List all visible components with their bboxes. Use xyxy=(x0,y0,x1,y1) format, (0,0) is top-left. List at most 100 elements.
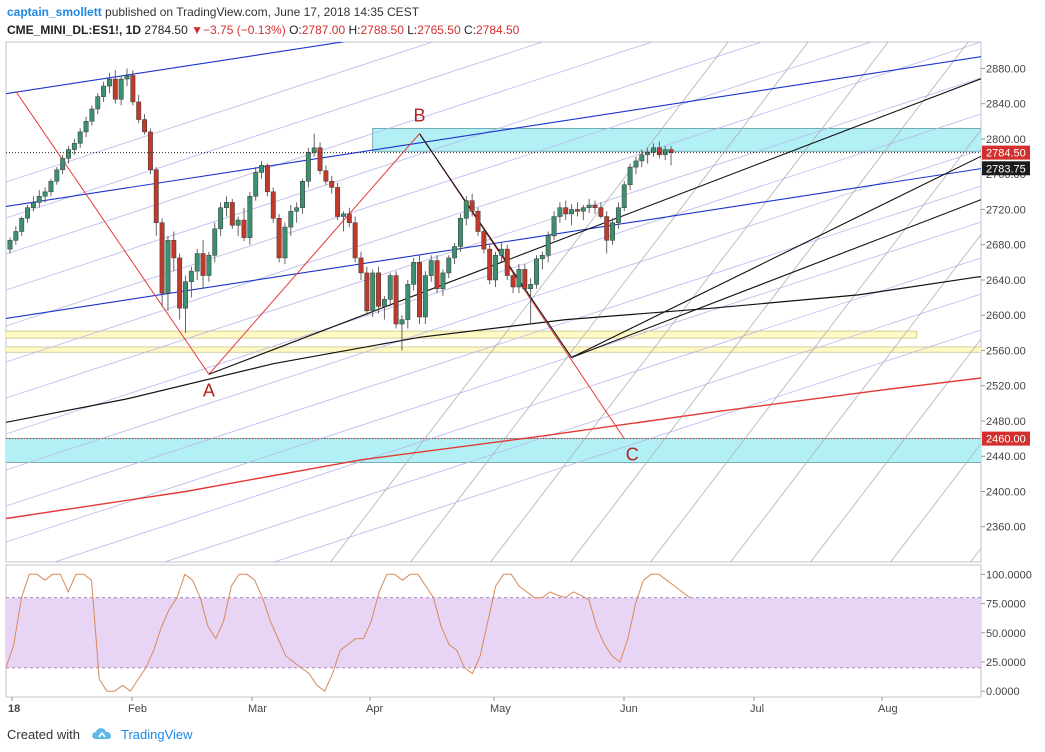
rsi-panel[interactable] xyxy=(5,564,982,698)
symbol-label[interactable]: CME_MINI_DL:ES1!, 1D xyxy=(7,23,142,37)
candle xyxy=(651,143,656,157)
candle xyxy=(218,202,224,236)
candle xyxy=(264,163,270,197)
candle-body xyxy=(405,284,411,320)
candle-body xyxy=(142,119,148,133)
candle xyxy=(463,196,469,226)
fan-gray-line xyxy=(490,42,889,562)
chart-header: captain_smollett published on TradingVie… xyxy=(7,2,1037,40)
zone-cyan-0 xyxy=(372,127,981,152)
candle xyxy=(124,68,130,87)
candle xyxy=(469,193,475,217)
candle-body xyxy=(107,78,112,87)
candle xyxy=(25,205,31,223)
price-badge xyxy=(982,145,1030,160)
tradingview-brand[interactable]: TradingView xyxy=(121,727,193,742)
fan-lavender-line xyxy=(6,185,981,507)
rsi-tick-label: 100.0000 xyxy=(986,569,1032,581)
candle-body xyxy=(493,255,499,281)
candle-body xyxy=(171,240,177,259)
candle-body xyxy=(305,151,311,182)
candle xyxy=(393,271,399,329)
candle-body xyxy=(387,275,393,300)
candle xyxy=(376,266,382,314)
price-tick-label: 2560.00 xyxy=(986,345,1026,357)
candle-body xyxy=(218,207,224,230)
stoch-rsi-line xyxy=(6,573,691,692)
candle xyxy=(101,81,107,102)
candle-body xyxy=(381,299,387,307)
rsi-layers xyxy=(6,573,981,692)
candle xyxy=(112,70,118,104)
candle-body xyxy=(580,207,586,212)
candle xyxy=(516,264,522,294)
candle-body xyxy=(101,85,107,97)
candle-body xyxy=(153,169,159,223)
candle xyxy=(200,240,206,289)
ohlc-values: O:2787.00 H:2788.50 L:2765.50 C:2784.50 xyxy=(289,23,519,37)
candle xyxy=(569,204,575,226)
price-tick-label: 2640.00 xyxy=(986,275,1026,287)
candle-body xyxy=(440,272,446,290)
candle xyxy=(95,93,101,115)
candle-body xyxy=(288,210,294,228)
candle-body xyxy=(264,165,270,193)
candle-body xyxy=(183,281,188,309)
candle xyxy=(311,133,317,157)
candle-body xyxy=(668,149,674,153)
candle-body xyxy=(317,147,323,171)
candle-body xyxy=(469,200,475,212)
candle xyxy=(294,202,300,223)
candle xyxy=(71,138,77,155)
price-tick-label: 2480.00 xyxy=(986,416,1026,428)
candle-body xyxy=(270,191,276,219)
candle-body xyxy=(177,257,183,309)
candle-body xyxy=(627,166,633,186)
time-tick-label: Mar xyxy=(248,703,267,715)
candle xyxy=(504,244,510,280)
candle xyxy=(539,251,545,270)
candle-body xyxy=(364,272,370,312)
candle xyxy=(370,269,376,317)
candle xyxy=(580,205,586,221)
candle xyxy=(241,207,247,242)
price-badge-label: 2783.75 xyxy=(986,163,1026,175)
price-tick-label: 2800.00 xyxy=(986,134,1026,146)
candle-body xyxy=(147,131,153,171)
author-name[interactable]: captain_smollett xyxy=(7,5,102,19)
time-tick-label: Apr xyxy=(366,703,383,715)
candle-body xyxy=(282,226,288,259)
candle xyxy=(142,114,148,135)
footer: Created with TradingView xyxy=(7,724,193,746)
ohlc-close-key: C: xyxy=(463,23,476,37)
price-panel[interactable]: A B C xyxy=(0,0,1045,650)
candle-body xyxy=(615,207,621,223)
price-tick-label: 2840.00 xyxy=(986,99,1026,111)
price-tick-label: 2680.00 xyxy=(986,240,1026,252)
candle xyxy=(66,146,71,164)
candle xyxy=(300,178,305,214)
candle-body xyxy=(165,240,171,294)
candle-body xyxy=(71,143,77,150)
candle xyxy=(305,147,311,188)
candle xyxy=(147,128,153,175)
candle-body xyxy=(539,255,545,260)
candle-body xyxy=(358,257,364,274)
candle xyxy=(335,183,341,221)
publish-info: published on TradingView.com, June 17, 2… xyxy=(101,5,420,19)
candle-body xyxy=(487,248,493,281)
pitchfork-line xyxy=(6,42,346,95)
candle xyxy=(411,257,417,291)
pitchfork-line xyxy=(6,56,981,208)
candle-body xyxy=(586,204,592,208)
candle xyxy=(83,116,89,138)
candle-body xyxy=(475,210,481,232)
candle xyxy=(621,181,627,212)
candle-body xyxy=(633,160,639,168)
candle xyxy=(656,141,662,159)
candle-body xyxy=(206,255,212,276)
candle-body xyxy=(77,131,83,144)
candle-body xyxy=(656,147,662,156)
candle xyxy=(604,211,610,254)
candle-body xyxy=(7,240,13,250)
